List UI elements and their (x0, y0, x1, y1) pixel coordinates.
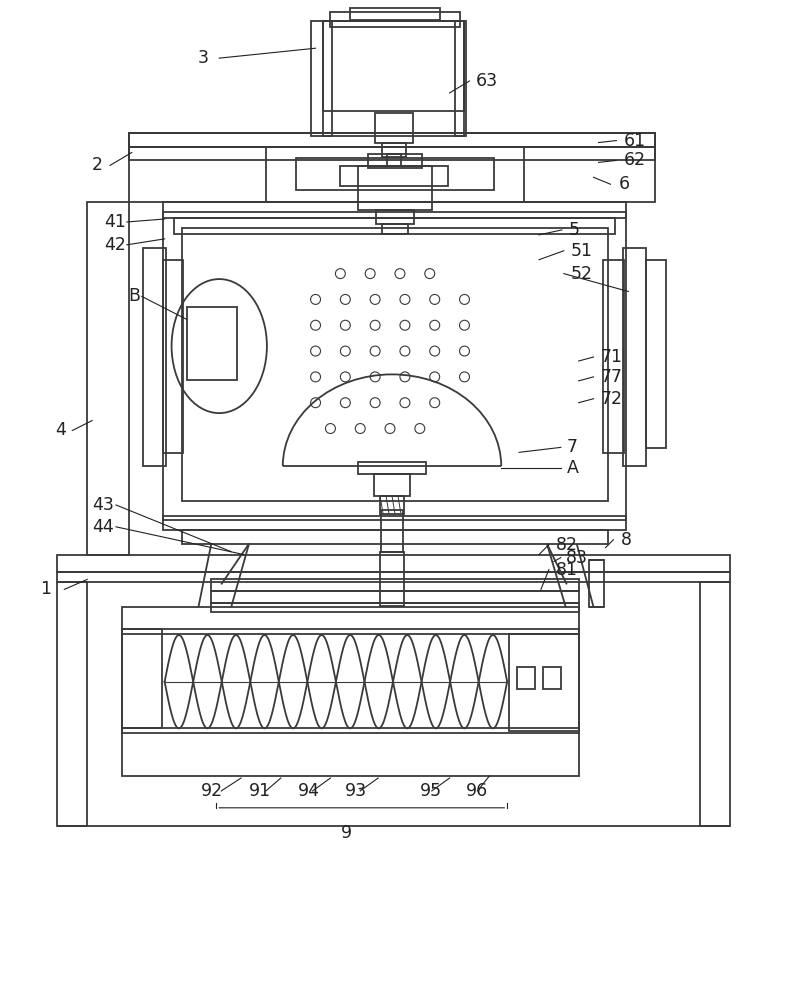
Bar (174, 218, 615, 234)
Text: 62: 62 (623, 151, 645, 169)
Bar (211, 579, 578, 591)
Bar (387, 154, 401, 166)
Text: 3: 3 (198, 49, 209, 67)
Text: 83: 83 (566, 549, 588, 567)
Bar (187, 307, 237, 380)
Bar (374, 474, 410, 496)
Bar (603, 260, 624, 453)
Text: 72: 72 (600, 390, 623, 408)
Text: 7: 7 (567, 438, 578, 456)
Bar (57, 582, 87, 826)
Text: 91: 91 (249, 782, 272, 800)
Bar (87, 202, 129, 555)
Bar (382, 224, 408, 234)
Bar (129, 147, 655, 160)
Text: 93: 93 (345, 782, 368, 800)
Text: 92: 92 (201, 782, 224, 800)
Text: B: B (128, 287, 140, 305)
Bar (57, 555, 730, 572)
Text: 41: 41 (104, 213, 126, 231)
Text: 2: 2 (92, 156, 103, 174)
Bar (122, 607, 578, 776)
Text: 44: 44 (92, 518, 114, 536)
Bar (331, 12, 460, 27)
Bar (311, 21, 467, 136)
Bar (381, 510, 403, 552)
Bar (323, 21, 332, 136)
Bar (211, 591, 578, 603)
Bar (182, 228, 608, 501)
Bar (623, 248, 646, 466)
Text: 96: 96 (465, 782, 488, 800)
Bar (382, 143, 406, 157)
Text: 71: 71 (600, 348, 623, 366)
Bar (380, 496, 404, 514)
Text: 94: 94 (297, 782, 320, 800)
Bar (182, 530, 608, 544)
Text: 4: 4 (55, 421, 66, 439)
Bar (543, 667, 561, 689)
Bar (368, 154, 422, 168)
Text: 82: 82 (556, 536, 578, 554)
Bar (163, 260, 183, 453)
Bar (129, 133, 655, 147)
Text: 81: 81 (556, 561, 578, 579)
Bar (646, 260, 666, 448)
Bar (358, 462, 426, 474)
Bar (163, 516, 626, 530)
Text: 6: 6 (619, 175, 630, 193)
Bar (211, 603, 578, 612)
Text: 63: 63 (475, 72, 497, 90)
Text: 52: 52 (571, 265, 593, 283)
Text: 8: 8 (620, 531, 631, 549)
Text: 1: 1 (40, 580, 51, 598)
Bar (57, 572, 730, 582)
Bar (163, 202, 626, 218)
Bar (122, 629, 578, 634)
Bar (358, 166, 432, 210)
Text: 95: 95 (419, 782, 442, 800)
Bar (323, 21, 464, 111)
Bar (129, 133, 655, 147)
Bar (509, 634, 578, 731)
Bar (376, 210, 414, 224)
Bar (700, 582, 730, 826)
Text: 61: 61 (623, 132, 645, 150)
Text: 9: 9 (341, 824, 352, 842)
Text: 51: 51 (571, 242, 593, 260)
Text: 77: 77 (600, 368, 623, 386)
Text: 43: 43 (92, 496, 114, 514)
Bar (455, 21, 464, 136)
Text: 5: 5 (569, 221, 580, 239)
Bar (350, 8, 440, 20)
Bar (266, 147, 524, 202)
Text: A: A (567, 459, 578, 477)
Bar (122, 629, 161, 728)
Bar (296, 158, 494, 190)
Bar (129, 133, 655, 202)
Bar (142, 248, 165, 466)
Bar (517, 667, 535, 689)
Bar (122, 728, 578, 733)
Bar (341, 166, 448, 186)
Bar (589, 560, 604, 607)
Bar (375, 113, 413, 143)
Bar (163, 212, 626, 520)
Text: 42: 42 (104, 236, 126, 254)
Bar (380, 552, 404, 606)
